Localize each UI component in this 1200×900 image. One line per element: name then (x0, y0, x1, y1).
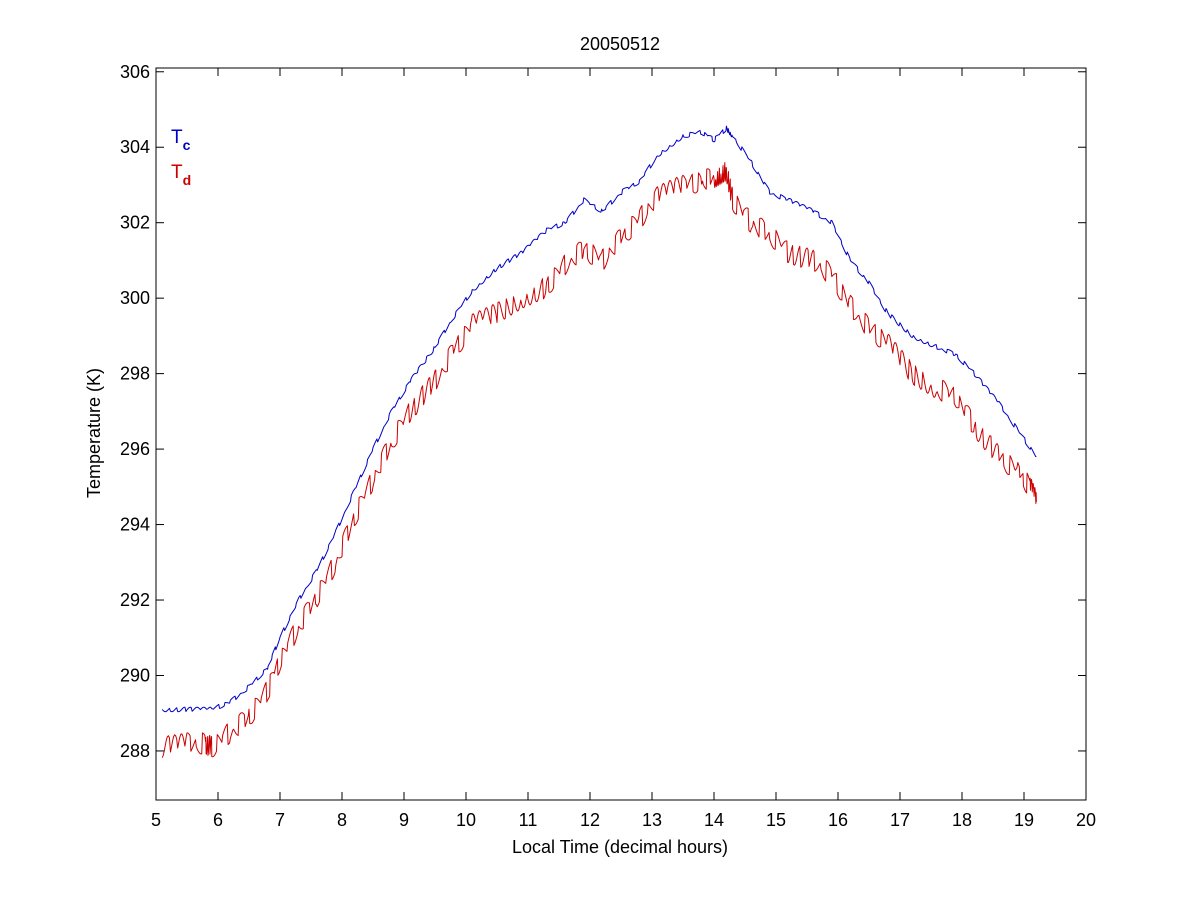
x-tick-label: 17 (890, 810, 910, 830)
y-tick-label: 288 (120, 741, 150, 761)
x-tick-label: 20 (1076, 810, 1096, 830)
y-tick-label: 302 (120, 213, 150, 233)
y-tick-label: 304 (120, 137, 150, 157)
y-tick-label: 294 (120, 515, 150, 535)
x-tick-label: 9 (399, 810, 409, 830)
legend-td-main: T (171, 162, 183, 183)
y-tick-label: 292 (120, 590, 150, 610)
legend: Tc Td (171, 127, 191, 188)
x-tick-label: 13 (642, 810, 662, 830)
legend-tc-main: T (171, 127, 183, 148)
y-axis-label: Temperature (K) (84, 368, 104, 498)
x-tick-label: 7 (275, 810, 285, 830)
x-tick-label: 5 (151, 810, 161, 830)
legend-entry-tc: Tc (171, 127, 191, 153)
plot-frame (155, 67, 1087, 801)
x-tick-label: 16 (828, 810, 848, 830)
plot-background (156, 68, 1086, 800)
legend-td-subscript: d (183, 172, 192, 188)
y-tick-label: 300 (120, 288, 150, 308)
x-tick-label: 19 (1014, 810, 1034, 830)
plot-area: 5 6 7 8 9 10 11 12 13 14 15 16 17 18 19 20 288 290 292 294 2… (120, 62, 1096, 830)
x-tick-label: 11 (519, 810, 538, 830)
legend-entry-td: Td (171, 162, 191, 188)
y-tick-label: 296 (120, 439, 150, 459)
x-tick-label: 14 (704, 810, 724, 830)
series-line-td (161, 162, 1037, 758)
series-line-tc (161, 125, 1037, 713)
x-tick-label: 10 (456, 810, 476, 830)
y-tick-label: 290 (120, 665, 150, 685)
x-axis-label: Local Time (decimal hours) (512, 837, 728, 857)
chart-title: 20050512 (580, 34, 660, 54)
legend-tc-subscript: c (183, 137, 191, 153)
x-tick-label: 12 (580, 810, 600, 830)
y-tick-label: 298 (120, 364, 150, 384)
x-tick-label: 18 (952, 810, 972, 830)
x-tick-label: 6 (213, 810, 223, 830)
y-tick-label: 306 (120, 62, 150, 82)
x-tick-label: 8 (337, 810, 347, 830)
x-tick-label: 15 (766, 810, 786, 830)
